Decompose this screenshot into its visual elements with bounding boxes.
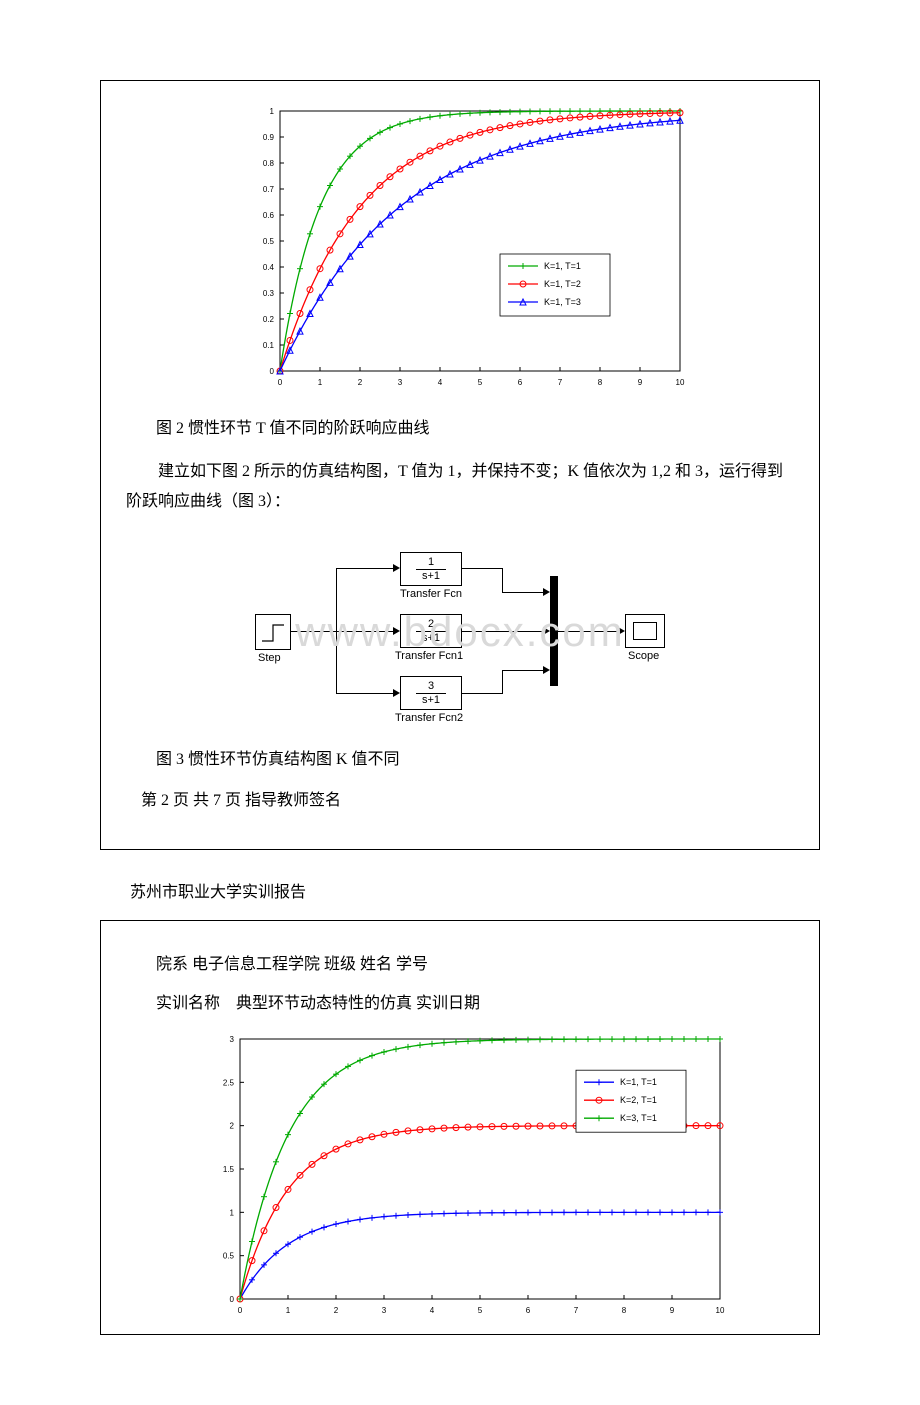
svg-text:7: 7 xyxy=(574,1306,579,1315)
svg-text:3: 3 xyxy=(398,378,403,387)
chart-inertial-T: 00.10.20.30.40.50.60.70.80.9101234567891… xyxy=(230,101,690,401)
tf1-num: 2 xyxy=(428,619,434,631)
tf-block-2: 3 s+1 xyxy=(400,676,462,710)
svg-text:0.5: 0.5 xyxy=(223,1251,235,1260)
tf2-den: s+1 xyxy=(416,693,446,706)
svg-text:9: 9 xyxy=(670,1306,675,1315)
svg-text:1: 1 xyxy=(230,1208,235,1217)
svg-text:6: 6 xyxy=(518,378,523,387)
caption-fig2: 图 2 惯性环节 T 值不同的阶跃响应曲线 xyxy=(156,416,794,442)
chart-inertial-K: 0 0.5 1 1.5 2 2.5 3 0 1 2 3 4 5 6 7 8 9 10 K=1, T=1 K=2, T=… xyxy=(190,1029,730,1329)
svg-text:0.4: 0.4 xyxy=(263,263,275,272)
svg-text:0: 0 xyxy=(238,1306,243,1315)
svg-text:2: 2 xyxy=(230,1121,235,1130)
svg-text:10: 10 xyxy=(676,378,685,387)
content-box-1: 00.10.20.30.40.50.60.70.80.9101234567891… xyxy=(100,80,820,850)
page-footer: 第 2 页 共 7 页 指导教师签名 xyxy=(141,788,794,814)
svg-text:4: 4 xyxy=(438,378,443,387)
svg-text:2.5: 2.5 xyxy=(223,1078,235,1087)
svg-text:1: 1 xyxy=(286,1306,291,1315)
tf-block-0: 1 s+1 xyxy=(400,552,462,586)
svg-text:4: 4 xyxy=(430,1306,435,1315)
form-row-2-value: 典型环节动态特性的仿真 实训日期 xyxy=(236,995,480,1012)
svg-text:1.5: 1.5 xyxy=(223,1165,235,1174)
form-row-2-label: 实训名称 xyxy=(156,995,220,1012)
svg-text:0: 0 xyxy=(270,367,275,376)
svg-text:0.5: 0.5 xyxy=(263,237,275,246)
paragraph-1: 建立如下图 2 所示的仿真结构图，T 值为 1，并保持不变；K 值依次为 1,2… xyxy=(126,457,794,518)
svg-text:0.7: 0.7 xyxy=(263,185,275,194)
tf0-den: s+1 xyxy=(416,569,446,582)
svg-text:8: 8 xyxy=(598,378,603,387)
tf0-label: Transfer Fcn xyxy=(400,588,462,600)
mux-block xyxy=(550,576,558,686)
report-title: 苏州市职业大学实训报告 xyxy=(130,880,820,906)
svg-text:1: 1 xyxy=(318,378,323,387)
svg-text:1: 1 xyxy=(270,107,275,116)
simulink-diagram: www.bdocx.com Step 1 s+1 Transfer Fcn 2 … xyxy=(230,532,690,732)
svg-text:5: 5 xyxy=(478,378,483,387)
chart1-svg: 00.10.20.30.40.50.60.70.80.9101234567891… xyxy=(230,101,690,401)
svg-text:0.2: 0.2 xyxy=(263,315,275,324)
svg-text:K=1, T=1: K=1, T=1 xyxy=(620,1077,657,1087)
tf2-label: Transfer Fcn2 xyxy=(395,712,463,724)
svg-text:7: 7 xyxy=(558,378,563,387)
svg-text:0.3: 0.3 xyxy=(263,289,275,298)
tf1-label: Transfer Fcn1 xyxy=(395,650,463,662)
content-box-2: 院系 电子信息工程学院 班级 姓名 学号 实训名称 典型环节动态特性的仿真 实训… xyxy=(100,920,820,1335)
tf2-num: 3 xyxy=(428,681,434,693)
scope-label: Scope xyxy=(628,650,659,662)
svg-text:6: 6 xyxy=(526,1306,531,1315)
step-label: Step xyxy=(258,652,281,664)
scope-block xyxy=(625,614,665,648)
svg-text:K=1, T=3: K=1, T=3 xyxy=(544,297,581,307)
tf0-num: 1 xyxy=(428,557,434,569)
svg-text:0.9: 0.9 xyxy=(263,133,275,142)
svg-text:9: 9 xyxy=(638,378,643,387)
caption-fig3: 图 3 惯性环节仿真结构图 K 值不同 xyxy=(156,747,794,773)
svg-text:2: 2 xyxy=(358,378,363,387)
tf-block-1: 2 s+1 xyxy=(400,614,462,648)
svg-text:3: 3 xyxy=(382,1306,387,1315)
svg-text:K=1, T=2: K=1, T=2 xyxy=(544,279,581,289)
svg-text:2: 2 xyxy=(334,1306,339,1315)
svg-text:3: 3 xyxy=(230,1035,235,1044)
svg-text:0.1: 0.1 xyxy=(263,341,275,350)
svg-text:K=3, T=1: K=3, T=1 xyxy=(620,1113,657,1123)
svg-text:K=1, T=1: K=1, T=1 xyxy=(544,261,581,271)
form-row-1: 院系 电子信息工程学院 班级 姓名 学号 xyxy=(156,951,794,980)
svg-text:0.8: 0.8 xyxy=(263,159,275,168)
svg-text:5: 5 xyxy=(478,1306,483,1315)
svg-text:0: 0 xyxy=(230,1295,235,1304)
form-row-2: 实训名称 典型环节动态特性的仿真 实训日期 xyxy=(156,990,794,1019)
svg-text:0.6: 0.6 xyxy=(263,211,275,220)
chart2-svg: 0 0.5 1 1.5 2 2.5 3 0 1 2 3 4 5 6 7 8 9 10 K=1, T=1 K=2, T=… xyxy=(190,1029,730,1329)
tf1-den: s+1 xyxy=(416,631,446,644)
svg-text:0: 0 xyxy=(278,378,283,387)
step-block xyxy=(255,614,291,650)
svg-text:8: 8 xyxy=(622,1306,627,1315)
svg-text:K=2, T=1: K=2, T=1 xyxy=(620,1095,657,1105)
svg-text:10: 10 xyxy=(716,1306,725,1315)
